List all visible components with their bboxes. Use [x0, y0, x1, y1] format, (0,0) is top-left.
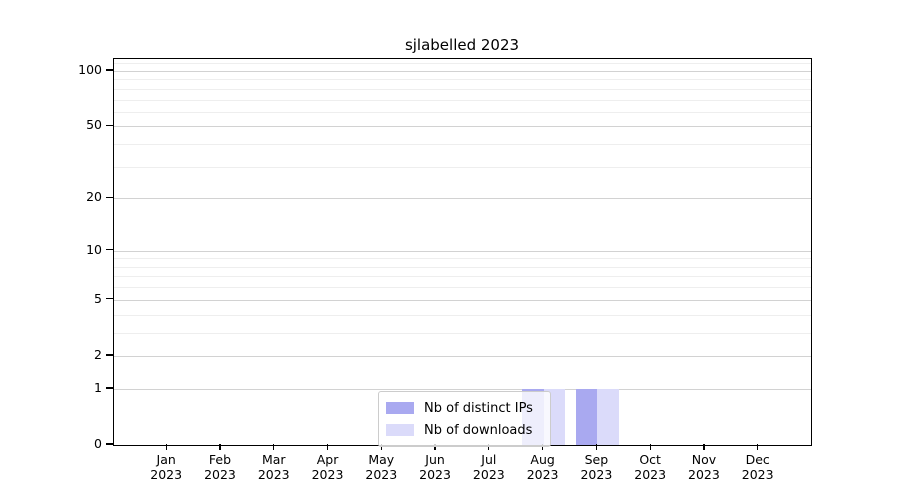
x-tick-label: Apr 2023	[300, 452, 356, 482]
y-tick-mark	[106, 196, 113, 198]
x-tick-month: Dec	[745, 452, 770, 467]
major-gridline	[114, 126, 811, 128]
x-tick-month: Jun	[425, 452, 445, 467]
minor-gridline	[114, 63, 811, 65]
y-tick-mark	[106, 124, 113, 127]
x-tick-label: May 2023	[353, 452, 409, 482]
x-tick-label: Jul 2023	[461, 452, 517, 482]
x-tick-label: Dec 2023	[730, 452, 786, 482]
x-tick-month: Apr	[316, 452, 339, 467]
bar-downloads	[597, 388, 619, 445]
x-tick-mark	[541, 444, 544, 450]
x-tick-label: Sep 2023	[568, 452, 624, 482]
x-tick-month: Jan	[156, 452, 176, 467]
minor-gridline	[114, 276, 811, 278]
y-tick-label: 20	[86, 189, 102, 205]
x-tick-month: Feb	[208, 452, 232, 467]
minor-gridline	[114, 314, 811, 316]
major-gridline	[114, 198, 811, 200]
bar-distinct-ips	[575, 388, 598, 445]
y-tick-label: 100	[78, 61, 102, 77]
x-tick-year: 2023	[741, 467, 774, 482]
x-tick-mark	[757, 444, 759, 450]
x-tick-label: Aug 2023	[515, 452, 571, 482]
x-tick-year: 2023	[257, 467, 290, 482]
minor-gridline	[114, 258, 811, 260]
x-tick-year: 2023	[311, 467, 344, 482]
minor-gridline	[114, 166, 811, 168]
y-tick-label: 10	[86, 241, 102, 257]
legend-label: Nb of distinct IPs	[424, 400, 533, 416]
major-gridline	[114, 299, 811, 301]
legend-label: Nb of downloads	[424, 422, 533, 438]
x-tick-mark	[380, 444, 382, 450]
y-tick-label: 1	[94, 379, 102, 395]
legend: Nb of distinct IPs Nb of downloads	[378, 391, 551, 447]
x-tick-month: Nov	[691, 452, 717, 467]
y-tick-mark	[106, 249, 113, 251]
x-tick-mark	[165, 444, 167, 450]
x-tick-mark	[703, 444, 705, 450]
x-tick-month: Mar	[261, 452, 286, 467]
x-tick-mark	[649, 444, 651, 450]
major-gridline	[114, 355, 811, 357]
legend-swatch	[386, 401, 414, 415]
x-tick-year: 2023	[365, 467, 398, 482]
x-tick-month: Jul	[481, 452, 497, 467]
x-tick-label: Feb 2023	[192, 452, 248, 482]
y-tick-label: 2	[94, 346, 102, 362]
x-tick-label: Jun 2023	[407, 452, 463, 482]
legend-entry: Nb of distinct IPs	[386, 397, 544, 419]
minor-gridline	[114, 99, 811, 101]
x-tick-year: 2023	[688, 467, 720, 482]
y-tick-mark	[106, 298, 113, 300]
minor-gridline	[114, 144, 811, 146]
major-gridline	[114, 250, 811, 252]
x-tick-label: Jan 2023	[138, 452, 194, 482]
chart-title: sjlabelled 2023	[404, 36, 520, 54]
legend-entry: Nb of downloads	[386, 419, 544, 441]
x-tick-year: 2023	[419, 467, 451, 482]
minor-gridline	[114, 79, 811, 81]
x-tick-label: Oct 2023	[622, 452, 678, 482]
major-gridline	[114, 70, 811, 72]
x-tick-year: 2023	[526, 467, 559, 482]
minor-gridline	[114, 111, 811, 113]
x-tick-mark	[488, 444, 490, 450]
y-tick-label: 5	[94, 290, 102, 306]
x-tick-mark	[326, 444, 329, 450]
x-tick-year: 2023	[580, 467, 613, 482]
x-tick-label: Nov 2023	[676, 452, 732, 482]
y-tick-mark	[106, 387, 113, 389]
y-tick-mark	[106, 443, 113, 445]
x-tick-mark	[219, 444, 221, 450]
x-tick-month: Sep	[584, 452, 609, 467]
x-tick-year: 2023	[472, 467, 505, 482]
minor-gridline	[114, 88, 811, 90]
x-tick-month: Aug	[530, 452, 555, 467]
x-tick-year: 2023	[150, 467, 183, 482]
plot-area: Nb of distinct IPs Nb of downloads	[113, 58, 812, 447]
x-tick-mark	[434, 444, 436, 450]
y-tick-label: 50	[86, 117, 102, 133]
minor-gridline	[114, 266, 811, 268]
y-tick-mark	[106, 69, 113, 71]
major-gridline	[114, 388, 811, 390]
x-tick-label: Mar 2023	[246, 452, 302, 482]
y-tick-mark	[106, 354, 113, 356]
minor-gridline	[114, 332, 811, 334]
x-tick-month: May	[368, 452, 395, 467]
x-tick-year: 2023	[204, 467, 236, 482]
legend-swatch	[386, 423, 414, 437]
x-tick-mark	[595, 444, 598, 450]
minor-gridline	[114, 287, 811, 289]
x-tick-year: 2023	[634, 467, 667, 482]
y-tick-label: 0	[94, 436, 102, 451]
x-tick-month: Oct	[639, 452, 661, 467]
x-tick-mark	[273, 444, 275, 450]
